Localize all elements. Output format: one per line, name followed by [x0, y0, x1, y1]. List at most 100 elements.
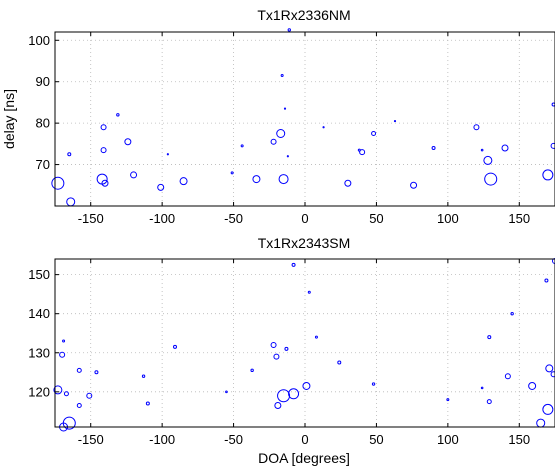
data-point [528, 381, 537, 390]
data-point [51, 176, 65, 190]
data-point [284, 346, 289, 351]
data-point [510, 311, 514, 316]
data-point [62, 339, 66, 343]
data-point [225, 390, 228, 394]
top-axis-ticks: -150 -100 -50 0 50 100 150 70 80 90 100 [28, 32, 530, 226]
data-point [94, 370, 99, 375]
data-point [484, 172, 498, 186]
data-point [101, 179, 109, 187]
data-point [100, 147, 107, 154]
data-point [322, 126, 325, 129]
panel-bottom: Tx1Rx2343SM DOA [degrees] -150 -100 -50 0 50… [28, 235, 555, 466]
y-tick-label: 100 [28, 33, 50, 48]
data-point [100, 124, 107, 131]
data-point [314, 335, 318, 339]
top-gridlines [55, 32, 555, 206]
data-point [393, 119, 397, 123]
data-point [278, 174, 289, 185]
x-tick-label: 100 [437, 211, 459, 226]
data-point [66, 197, 76, 207]
x-tick-label: -150 [78, 432, 104, 447]
bottom-axis-ticks: -150 -100 -50 0 50 100 150 120 130 140 150 [28, 259, 530, 447]
data-point [286, 155, 289, 158]
data-point [552, 257, 555, 264]
y-tick-label: 80 [36, 116, 50, 131]
bottom-chart-title: Tx1Rx2343SM [258, 235, 351, 251]
x-tick-label: -100 [149, 211, 175, 226]
y-tick-label: 90 [36, 74, 50, 89]
data-point [446, 398, 450, 402]
bottom-gridlines [55, 259, 555, 427]
data-point [141, 374, 146, 378]
data-point [76, 403, 82, 409]
data-point [270, 341, 277, 348]
x-tick-label: 100 [437, 432, 459, 447]
data-point [53, 385, 63, 395]
data-point [130, 171, 138, 179]
data-point [307, 290, 311, 294]
data-point [240, 144, 244, 148]
data-point [302, 381, 311, 390]
data-point [410, 181, 418, 189]
data-point [359, 149, 366, 156]
data-point [67, 152, 72, 157]
x-axis-label: DOA [degrees] [258, 450, 350, 466]
data-point [536, 418, 546, 428]
data-point [480, 386, 484, 390]
data-point [551, 102, 555, 107]
x-tick-label: -100 [149, 432, 175, 447]
data-point [145, 401, 150, 406]
y-tick-label: 120 [28, 384, 50, 399]
data-point [504, 373, 511, 380]
data-point [273, 353, 280, 360]
x-tick-label: -150 [78, 211, 104, 226]
data-point [59, 351, 66, 358]
data-point [86, 392, 93, 399]
data-point [124, 138, 132, 146]
data-point [542, 169, 554, 181]
y-tick-label: 130 [28, 345, 50, 360]
data-point [480, 148, 484, 152]
data-point [276, 129, 286, 138]
data-point [291, 262, 296, 267]
data-point [252, 175, 261, 184]
data-point [62, 416, 76, 430]
x-tick-label: -50 [224, 211, 243, 226]
data-point [76, 367, 82, 373]
data-point [486, 399, 492, 405]
data-point [250, 368, 254, 373]
x-tick-label: 0 [301, 432, 308, 447]
data-point [371, 382, 376, 386]
data-point [501, 144, 509, 152]
data-point [179, 177, 188, 186]
data-point [542, 403, 554, 415]
data-point [344, 179, 352, 187]
data-point [173, 344, 177, 349]
data-point [487, 335, 492, 340]
x-tick-label: 50 [369, 211, 383, 226]
y-tick-label: 70 [36, 157, 50, 172]
bottom-data-points [53, 257, 555, 432]
data-point [545, 364, 554, 373]
data-point [277, 389, 291, 403]
data-point [166, 153, 169, 156]
data-point [283, 107, 287, 110]
data-point [337, 360, 342, 365]
data-point [544, 278, 549, 283]
data-point [230, 171, 234, 175]
data-point [157, 183, 165, 191]
data-point [116, 113, 120, 117]
y-tick-label: 140 [28, 306, 50, 321]
data-point [431, 146, 436, 150]
x-tick-label: 50 [369, 432, 383, 447]
top-plot-frame [54, 31, 555, 207]
data-point [371, 131, 377, 136]
data-point [288, 388, 300, 400]
data-point [63, 391, 69, 397]
x-tick-label: 150 [508, 211, 530, 226]
top-chart-title: Tx1Rx2336NM [257, 7, 350, 23]
data-point [473, 124, 480, 131]
data-point [274, 402, 282, 410]
x-tick-label: 0 [301, 211, 308, 226]
